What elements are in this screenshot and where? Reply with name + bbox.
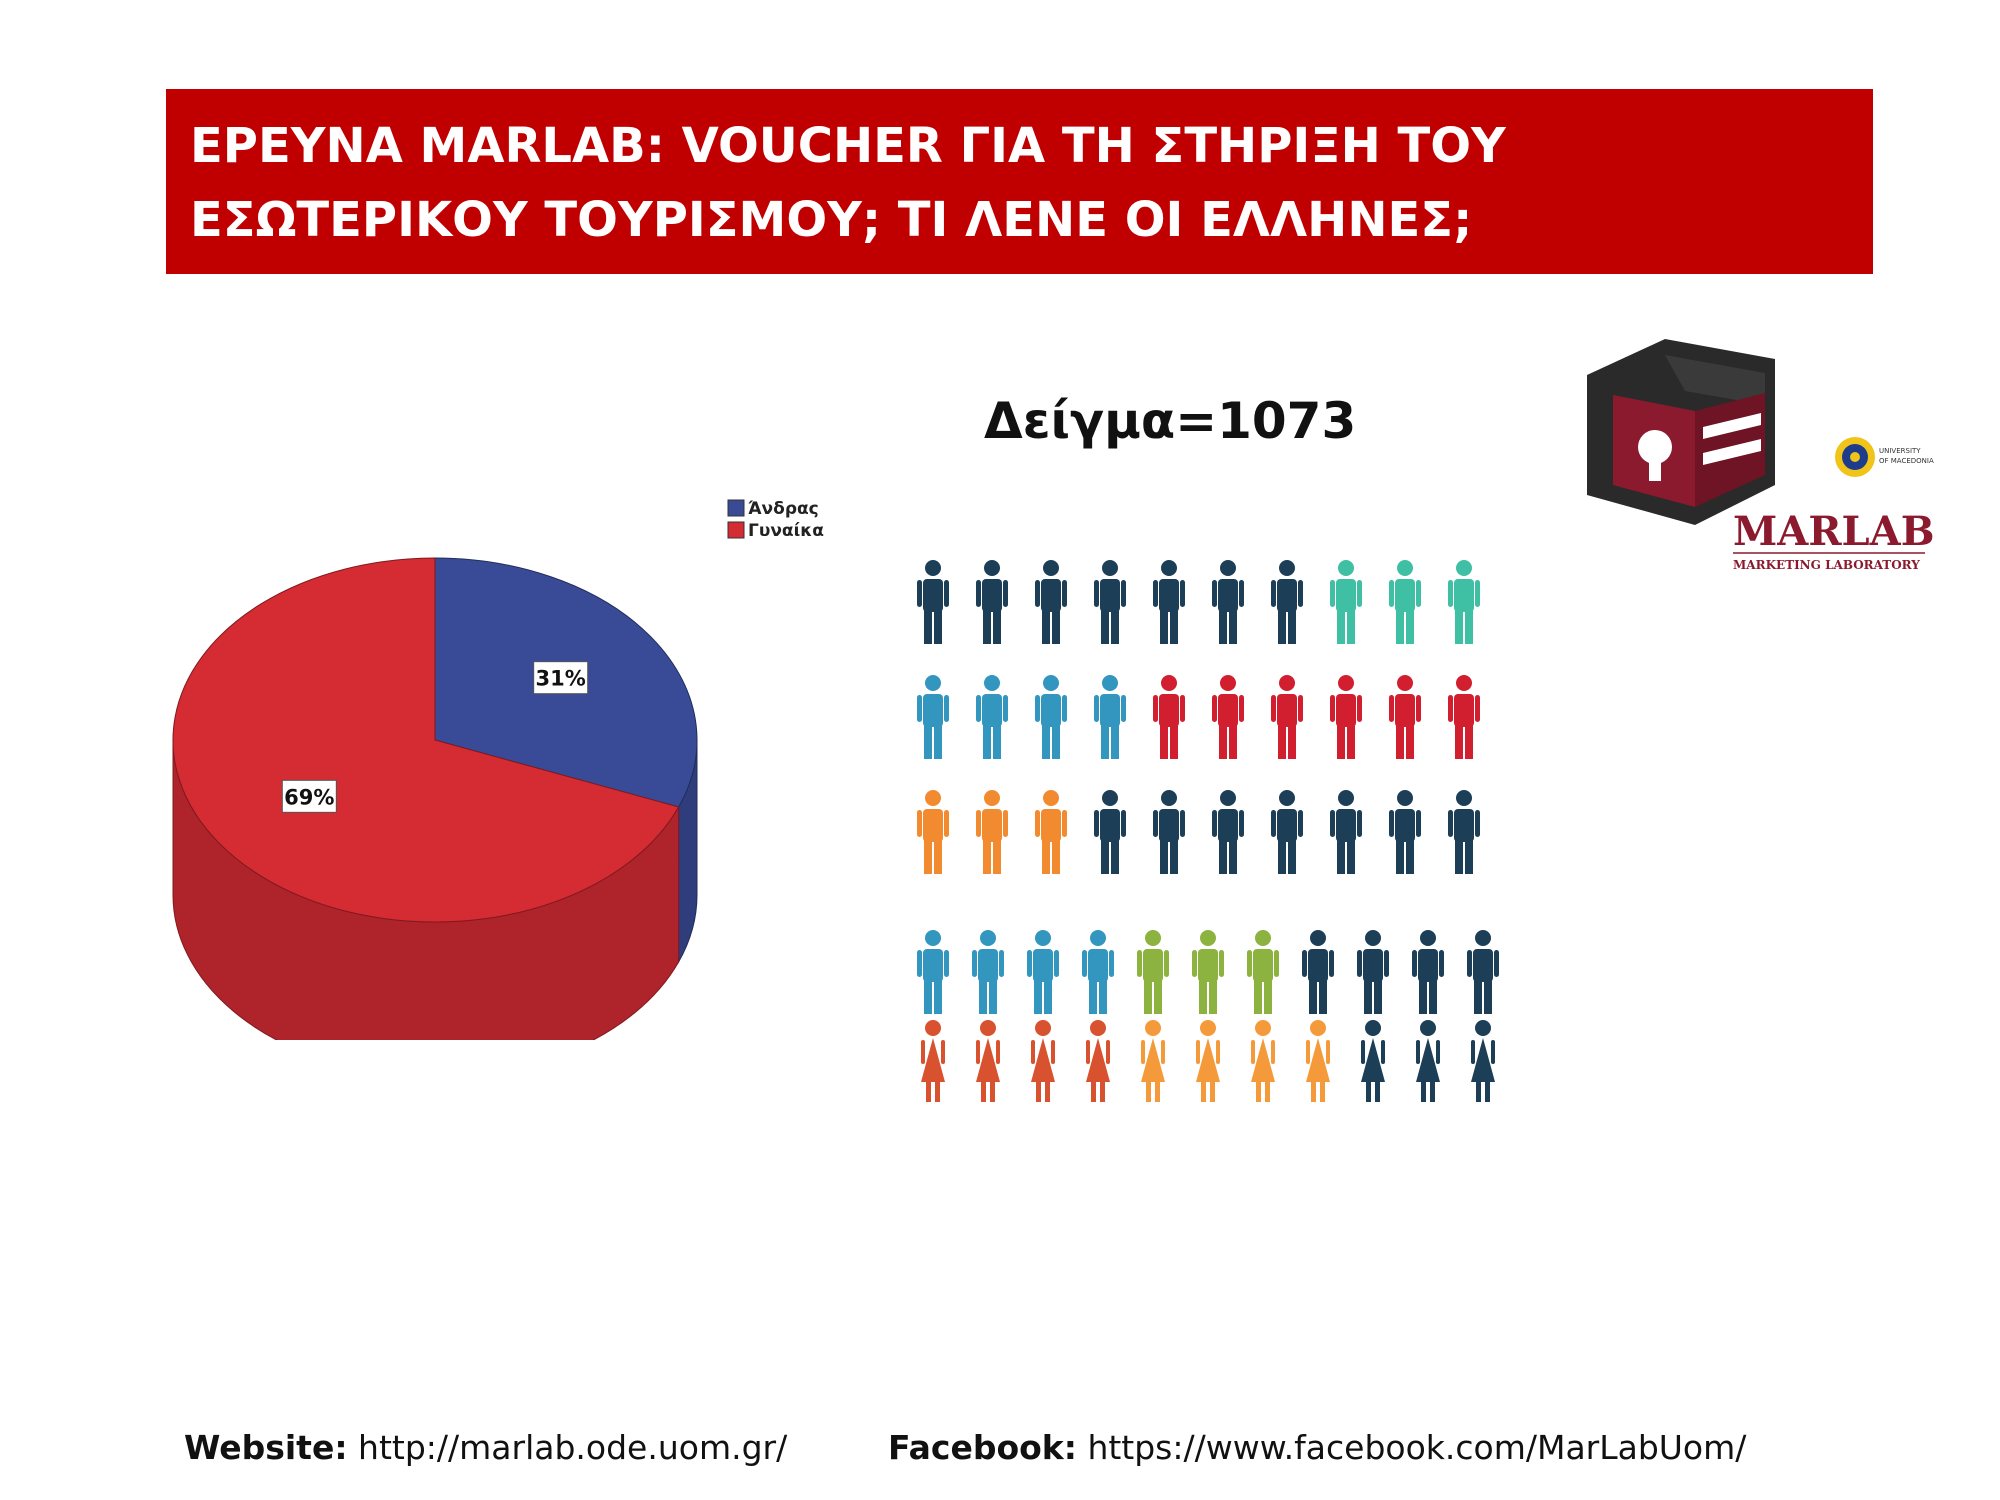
facebook-url[interactable]: https://www.facebook.com/MarLabUom/ — [1087, 1428, 1747, 1467]
legend-swatch — [727, 521, 745, 539]
person-icon — [1416, 1020, 1440, 1102]
padlock-icon — [1587, 339, 1775, 525]
person-icon — [1082, 930, 1114, 1014]
person-icon — [1448, 675, 1480, 759]
website-label: Website: — [184, 1428, 348, 1467]
person-icon — [976, 675, 1008, 759]
person-icon — [1271, 560, 1303, 644]
svg-text:69%: 69% — [284, 785, 334, 809]
svg-text:MARKETING LABORATORY: MARKETING LABORATORY — [1733, 558, 1920, 572]
title-line-1: ΕΡΕΥΝΑ MARLAB: VOUCHER ΓΙΑ ΤΗ ΣΤΗΡΙΞΗ ΤΟ… — [190, 118, 1506, 174]
svg-text:MARLAB: MARLAB — [1733, 508, 1935, 555]
university-seal-icon: UNIVERSITY OF MACEDONIA — [1835, 437, 1934, 477]
person-icon — [1094, 790, 1126, 874]
person-icon — [917, 790, 949, 874]
person-icon — [1031, 1020, 1055, 1102]
person-icon — [1247, 930, 1279, 1014]
person-icon — [1306, 1020, 1330, 1102]
footer-facebook[interactable]: Facebook: https://www.facebook.com/MarLa… — [888, 1428, 1746, 1467]
person-icon — [1035, 675, 1067, 759]
person-icon — [1271, 790, 1303, 874]
person-icon — [976, 1020, 1000, 1102]
title-line-2: ΕΣΩΤΕΡΙΚΟΥ ΤΟΥΡΙΣΜΟΥ; ΤΙ ΛΕΝΕ ΟΙ ΕΛΛΗΝΕΣ… — [190, 192, 1473, 248]
person-icon — [1412, 930, 1444, 1014]
person-icon — [1271, 675, 1303, 759]
legend-swatch — [727, 499, 745, 517]
person-icon — [1035, 790, 1067, 874]
person-icon — [1361, 1020, 1385, 1102]
title-banner: ΕΡΕΥΝΑ MARLAB: VOUCHER ΓΙΑ ΤΗ ΣΤΗΡΙΞΗ ΤΟ… — [166, 89, 1873, 274]
svg-text:OF MACEDONIA: OF MACEDONIA — [1879, 457, 1934, 465]
pie-data-label: 31% — [533, 661, 589, 695]
pie-data-label: 69% — [281, 779, 337, 813]
person-icon — [1137, 930, 1169, 1014]
footer-website[interactable]: Website: http://marlab.ode.uom.gr/ — [184, 1428, 787, 1467]
person-icon — [1027, 930, 1059, 1014]
person-icon — [1086, 1020, 1110, 1102]
person-icon — [1471, 1020, 1495, 1102]
person-icon — [917, 930, 949, 1014]
person-icon — [1251, 1020, 1275, 1102]
person-icon — [1448, 560, 1480, 644]
svg-text:31%: 31% — [536, 667, 586, 691]
person-icon — [1035, 560, 1067, 644]
person-icon — [1330, 560, 1362, 644]
person-icon — [1196, 1020, 1220, 1102]
person-icon — [921, 1020, 945, 1102]
person-icon — [1212, 675, 1244, 759]
person-icon — [1192, 930, 1224, 1014]
person-icon — [1389, 560, 1421, 644]
person-icon — [1153, 560, 1185, 644]
people-infographic — [917, 560, 1499, 1102]
person-icon — [1212, 560, 1244, 644]
legend-label: Άνδρας — [748, 499, 819, 519]
person-icon — [1467, 930, 1499, 1014]
pie-slice-Γυναίκα — [172, 557, 680, 923]
person-icon — [1153, 790, 1185, 874]
person-icon — [917, 560, 949, 644]
person-icon — [1094, 560, 1126, 644]
person-icon — [1448, 790, 1480, 874]
person-icon — [1389, 790, 1421, 874]
person-icon — [1094, 675, 1126, 759]
person-icon — [1212, 790, 1244, 874]
sample-size-label: Δείγμα=1073 — [984, 392, 1357, 450]
person-icon — [1389, 675, 1421, 759]
person-icon — [1153, 675, 1185, 759]
person-icon — [976, 560, 1008, 644]
marlab-logo: UNIVERSITY OF MACEDONIA MARLAB MARKETING… — [1587, 339, 1935, 572]
facebook-label: Facebook: — [888, 1428, 1077, 1467]
person-icon — [1330, 790, 1362, 874]
person-icon — [972, 930, 1004, 1014]
svg-text:UNIVERSITY: UNIVERSITY — [1879, 447, 1921, 455]
person-icon — [1357, 930, 1389, 1014]
person-icon — [976, 790, 1008, 874]
legend-label: Γυναίκα — [748, 521, 824, 541]
website-url[interactable]: http://marlab.ode.uom.gr/ — [358, 1428, 788, 1467]
person-icon — [1302, 930, 1334, 1014]
person-icon — [1330, 675, 1362, 759]
person-icon — [917, 675, 949, 759]
person-icon — [1141, 1020, 1165, 1102]
